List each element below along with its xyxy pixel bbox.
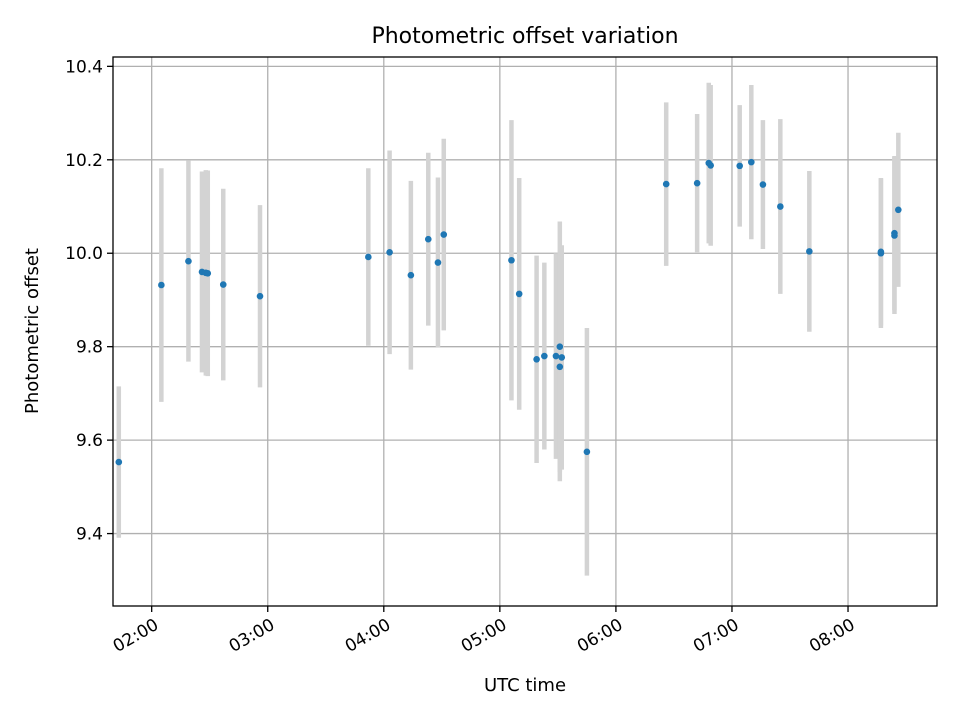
y-axis-ticks: 9.4 9.6 9.8 10.0 10.2 10.4 bbox=[65, 57, 113, 545]
data-point bbox=[777, 203, 784, 210]
x-tick-label: 08:00 bbox=[806, 615, 858, 657]
y-tick-label: 10.0 bbox=[65, 244, 103, 264]
data-point bbox=[895, 206, 902, 214]
x-tick-label: 06:00 bbox=[574, 615, 626, 657]
data-point bbox=[434, 259, 442, 266]
data-point bbox=[558, 354, 566, 361]
x-tick-label: 03:00 bbox=[226, 615, 278, 657]
plot-frame bbox=[112, 56, 938, 607]
data-point bbox=[556, 343, 564, 350]
data-point bbox=[707, 162, 714, 169]
chart-title: Photometric offset variation bbox=[371, 24, 678, 49]
y-tick-label: 10.2 bbox=[65, 151, 103, 171]
data-points bbox=[115, 158, 902, 466]
data-point bbox=[365, 253, 372, 261]
data-point bbox=[662, 180, 670, 188]
data-point bbox=[204, 270, 212, 277]
data-point bbox=[508, 256, 515, 264]
data-point bbox=[583, 448, 591, 456]
error-bars bbox=[116, 82, 901, 576]
grid bbox=[113, 57, 937, 606]
data-point bbox=[552, 352, 560, 360]
data-point bbox=[158, 281, 165, 289]
y-tick-label: 9.6 bbox=[76, 431, 103, 451]
data-point bbox=[877, 248, 885, 256]
data-point bbox=[533, 356, 540, 363]
data-point bbox=[424, 235, 432, 243]
y-tick-label: 10.4 bbox=[65, 57, 103, 77]
x-tick-label: 04:00 bbox=[342, 615, 394, 657]
data-point bbox=[736, 162, 744, 170]
x-axis-ticks: 02:00 03:00 04:00 05:00 06:00 07:00 08:00 bbox=[110, 606, 859, 657]
data-point bbox=[541, 352, 548, 360]
data-point bbox=[556, 363, 564, 371]
x-tick-label: 05:00 bbox=[458, 615, 510, 657]
data-point bbox=[219, 281, 227, 288]
data-point bbox=[748, 158, 755, 166]
data-point bbox=[407, 271, 415, 279]
data-point bbox=[891, 232, 898, 239]
data-point bbox=[515, 290, 523, 298]
data-point bbox=[256, 292, 264, 300]
y-axis-label: Photometric offset bbox=[22, 248, 43, 414]
data-point bbox=[115, 458, 123, 466]
x-tick-label: 02:00 bbox=[110, 615, 162, 657]
data-point bbox=[806, 248, 813, 255]
data-point bbox=[185, 257, 192, 265]
data-point bbox=[693, 179, 701, 187]
y-tick-label: 9.4 bbox=[76, 525, 103, 545]
y-tick-label: 9.8 bbox=[76, 338, 103, 358]
x-tick-label: 07:00 bbox=[690, 615, 742, 657]
data-point bbox=[759, 181, 767, 188]
data-point bbox=[440, 231, 448, 238]
x-axis-label: UTC time bbox=[484, 675, 566, 696]
data-point bbox=[386, 249, 393, 256]
